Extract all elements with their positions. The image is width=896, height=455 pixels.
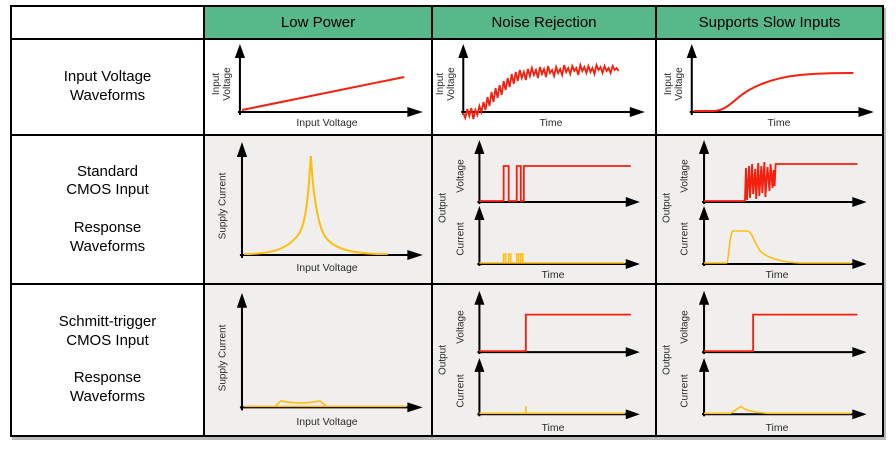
plot-output-glitches: Output Voltage Current Time: [433, 136, 657, 285]
y-axis-arrow-icon: [236, 142, 248, 157]
y-axis-arrow-icon: [236, 292, 248, 308]
plot-input-noisy: Input Voltage Time: [433, 40, 657, 136]
yellow-small-bump-trace: [704, 405, 852, 415]
y-axis-label-voltage: Voltage: [455, 159, 467, 193]
y-axis-arrow-icon: [686, 44, 697, 58]
waveform-plot: [236, 292, 423, 413]
red-output-oscillation-trace: [704, 161, 858, 202]
y-axis-label-output: Output: [661, 344, 673, 376]
header-label-noise-rejection: Noise Rejection: [491, 14, 597, 31]
y-axis-label: Input Voltage: [211, 67, 233, 101]
waveform-plot: [686, 44, 874, 117]
x-axis-label: Time: [765, 269, 789, 281]
x-axis-label: Time: [541, 269, 565, 281]
yellow-current-tick-trace: [479, 406, 625, 415]
yellow-current-peak-trace: [244, 155, 388, 255]
x-axis-label: Input Voltage: [296, 262, 358, 274]
y-axis-label-voltage: Voltage: [455, 310, 467, 344]
voltage-y-axis-arrow-icon: [698, 290, 710, 305]
plot-supply-current-peak: Supply Current Input Voltage: [205, 136, 433, 285]
current-y-axis-arrow-icon: [474, 206, 485, 220]
plot-output-oscillation: Output Voltage Current Time: [657, 136, 882, 285]
waveform-plot: [474, 140, 640, 269]
x-axis-label: Time: [765, 422, 789, 434]
red-ramp-trace: [241, 76, 405, 111]
x-axis-arrow-icon: [858, 107, 874, 117]
red-slow-rise-trace: [693, 72, 854, 112]
x-axis-arrow-icon: [407, 250, 423, 260]
voltage-x-axis-arrow-icon: [852, 347, 867, 358]
y-axis-label-current: Current: [679, 374, 691, 408]
y-axis-label-output: Output: [437, 344, 449, 376]
header-cell-low-power: Low Power: [205, 7, 433, 40]
x-axis-label: Time: [541, 422, 565, 434]
header-cell-noise-rejection: Noise Rejection: [433, 7, 657, 40]
y-axis-label-current: Current: [455, 222, 467, 256]
y-axis-label-current: Current: [455, 374, 467, 408]
current-y-axis-arrow-icon: [474, 358, 485, 372]
waveform-plot: [698, 140, 867, 269]
x-axis-label: Input Voltage: [296, 117, 358, 129]
y-axis-label-current: Current: [679, 222, 691, 256]
y-axis-label-output: Output: [661, 192, 673, 224]
x-axis-arrow-icon: [629, 107, 645, 117]
plot-clean-step: Output Voltage Current Time: [433, 285, 657, 435]
red-noisy-trace: [462, 61, 620, 122]
voltage-y-axis-arrow-icon: [474, 290, 485, 305]
yellow-flat-current-trace: [244, 400, 407, 408]
y-axis-label-voltage: Voltage: [679, 310, 691, 344]
x-axis-arrow-icon: [407, 107, 423, 117]
y-axis-label: Supply Current: [217, 324, 229, 392]
plot-input-slow-rise: Input Voltage Time: [657, 40, 882, 136]
red-clean-step-trace: [479, 313, 631, 353]
header-cell-slow-inputs: Supports Slow Inputs: [657, 7, 882, 40]
y-axis-label: Input Voltage: [663, 67, 685, 101]
x-axis-label: Time: [539, 117, 563, 129]
y-axis-label-voltage: Voltage: [679, 159, 691, 193]
voltage-x-axis-arrow-icon: [625, 197, 640, 207]
x-axis-label: Input Voltage: [296, 416, 358, 428]
current-x-axis-arrow-icon: [852, 259, 867, 269]
waveform-plot: [234, 44, 423, 117]
yellow-current-pulse-trace: [704, 230, 852, 264]
x-axis-label: Time: [767, 117, 791, 129]
plot-clean-step-small-bump: Output Voltage Current Time: [657, 285, 882, 435]
header-cell-empty: [12, 7, 205, 40]
header-label-slow-inputs: Supports Slow Inputs: [698, 14, 841, 31]
x-axis-arrow-icon: [407, 402, 423, 413]
yellow-current-spike-trace: [479, 253, 625, 264]
red-clean-step-trace: [704, 313, 858, 353]
current-y-axis-arrow-icon: [698, 206, 710, 220]
current-x-axis-arrow-icon: [625, 259, 640, 269]
y-axis-label: Supply Current: [217, 172, 229, 240]
y-axis-arrow-icon: [234, 44, 246, 58]
waveform-plot: [458, 44, 645, 122]
header-label-low-power: Low Power: [280, 14, 356, 31]
voltage-y-axis-arrow-icon: [474, 140, 485, 154]
current-x-axis-arrow-icon: [625, 409, 640, 420]
row-label-standard-cmos: Standard CMOS Input Response Waveforms: [12, 136, 205, 285]
waveform-plot: [474, 290, 640, 420]
row-label-input-waveforms: Input Voltage Waveforms: [12, 40, 205, 136]
waveform-plot: [236, 142, 423, 260]
voltage-x-axis-arrow-icon: [625, 347, 640, 358]
plot-supply-current-flat: Supply Current Input Voltage: [205, 285, 433, 435]
y-axis-arrow-icon: [458, 44, 469, 58]
red-output-glitch-trace: [479, 165, 631, 202]
comparison-table: Low Power Noise Rejection Supports Slow …: [10, 5, 884, 437]
current-y-axis-arrow-icon: [698, 358, 710, 372]
waveform-plot: [698, 290, 867, 420]
voltage-x-axis-arrow-icon: [852, 197, 867, 207]
voltage-y-axis-arrow-icon: [698, 140, 710, 154]
y-axis-label: Input Voltage: [435, 67, 457, 101]
row-label-schmitt-trigger: Schmitt-trigger CMOS Input Response Wave…: [12, 285, 205, 435]
y-axis-label-output: Output: [437, 192, 449, 224]
current-x-axis-arrow-icon: [852, 409, 867, 420]
plot-input-ramp: Input Voltage Input Voltage: [205, 40, 433, 136]
